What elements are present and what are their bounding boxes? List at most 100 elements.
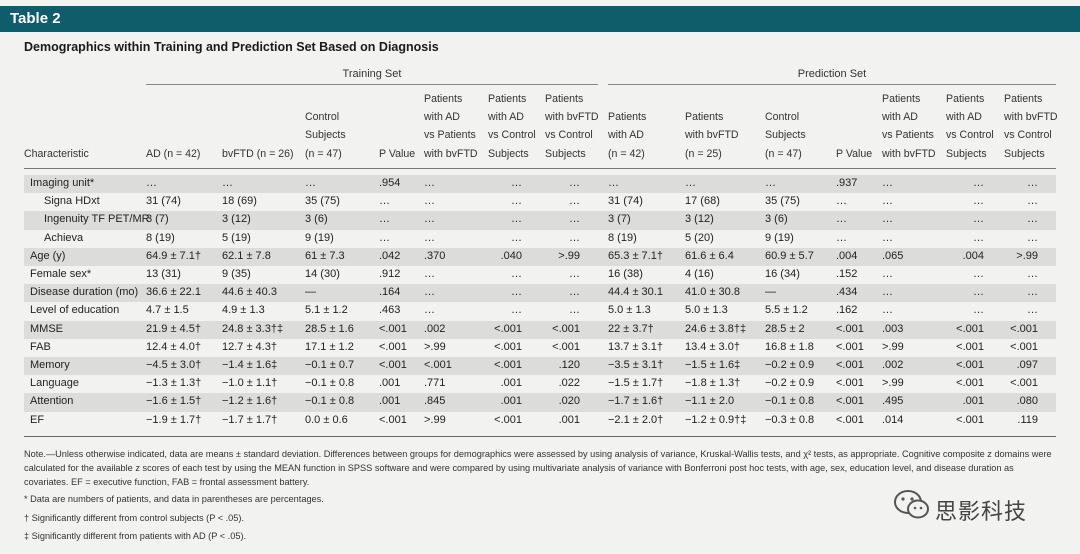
column-header-p-ad-vs-control: Patients with AD vs Control Subjects (946, 90, 994, 163)
table-cell: … (882, 268, 893, 280)
table-cell: <.001 (956, 322, 984, 335)
table-cell: 12.7 ± 4.3† (222, 340, 277, 353)
table-cell: −1.6 ± 1.5† (146, 395, 202, 408)
table-cell: … (424, 177, 435, 189)
table-row: Signa HDxt 31 (74) 18 (69) 35 (75) … … … … 31 (7… (24, 193, 1056, 211)
table-cell: 28.5 ± 1.6 (305, 322, 354, 335)
table-cell: <.001 (552, 340, 580, 353)
table-cell: … (973, 177, 984, 189)
table-cell: <.001 (379, 322, 407, 335)
table-cell: … (424, 268, 435, 280)
table-cell: −1.8 ± 1.3† (685, 377, 741, 390)
column-header-line: with AD (882, 111, 918, 124)
table-cell: 5.5 ± 1.2 (765, 304, 808, 317)
column-header-line: with AD (488, 111, 524, 124)
footnote-double-dagger: ‡ Significantly different from patients … (24, 531, 247, 541)
row-label: MMSE (30, 322, 63, 335)
table-cell: … (836, 195, 847, 208)
column-header-line: Patients (882, 92, 921, 105)
column-header-line: vs Patients (424, 129, 476, 142)
watermark: 思影科技 (893, 488, 1053, 528)
table-cell: .463 (379, 304, 401, 317)
table-cell: .771 (424, 377, 446, 390)
table-cell: 3 (6) (305, 213, 328, 226)
column-header-line: Subjects (1004, 147, 1045, 160)
table-row: EF −1.9 ± 1.7† −1.7 ± 1.7† 0.0 ± 0.6 <.001 >.… (24, 412, 1056, 430)
table-cell: <.001 (494, 413, 522, 426)
table-cell: … (569, 304, 580, 317)
row-label: Female sex* (30, 268, 92, 280)
table-cell: −1.7 ± 1.6† (608, 395, 664, 408)
table-cell: … (511, 268, 522, 280)
table-cell: 5 (20) (685, 231, 714, 244)
column-header-line: vs Control (1004, 129, 1052, 142)
table-cell: 13.4 ± 3.0† (685, 340, 740, 353)
table-cell: 35 (75) (765, 195, 800, 208)
table-cell: .040 (500, 249, 522, 262)
column-header-bvftd: bvFTD (n = 26) (222, 145, 294, 163)
table-cell: <.001 (1010, 340, 1038, 353)
table-cell: .937 (836, 177, 858, 189)
table-cell: … (1027, 286, 1038, 299)
row-label: Memory (30, 359, 70, 371)
table-cell: … (1027, 213, 1038, 226)
table-cell: … (973, 213, 984, 226)
column-header-line: vs Patients (882, 129, 934, 142)
table-row: Ingenuity TF PET/MR 3 (7) 3 (12) 3 (6)………… 3… (24, 211, 1056, 230)
footnote-asterisk: * Data are numbers of patients, and data… (24, 494, 324, 504)
table-cell: … (511, 213, 522, 226)
table-cell: <.001 (956, 359, 984, 371)
table-cell: −0.2 ± 0.9 (765, 359, 815, 371)
table-cell: −0.3 ± 0.8 (765, 413, 815, 426)
table-cell: … (1027, 231, 1038, 244)
table-cell: .022 (558, 377, 580, 390)
column-header-pvalue: P Value (379, 145, 415, 163)
table-cell: .065 (882, 249, 904, 262)
table-cell: — (765, 286, 776, 299)
table-caption: Demographics within Training and Predict… (24, 40, 439, 54)
table-cell: <.001 (956, 413, 984, 426)
row-label: Level of education (30, 304, 120, 317)
column-header-line: Subjects (545, 147, 586, 160)
table-cell: … (1027, 268, 1038, 280)
table-cell: … (882, 213, 893, 226)
table-row: Female sex* 13 (31) 9 (35) 14 (30) .912 … … … 16… (24, 266, 1056, 284)
table-cell: 9 (19) (765, 231, 794, 244)
table-cell: … (511, 177, 522, 189)
table-cell: 65.3 ± 7.1† (608, 249, 663, 262)
note-text: Note.—Unless otherwise indicated, data a… (24, 449, 1052, 488)
column-header-line: Patients (608, 111, 647, 124)
table-cell: … (511, 286, 522, 299)
group-rule-training (146, 84, 598, 85)
table-cell: … (1027, 304, 1038, 317)
group-rule-prediction (608, 84, 1056, 85)
column-header-line: Patients (946, 92, 985, 105)
table-cell: … (973, 286, 984, 299)
column-header-line: Patients (488, 92, 527, 105)
table-row: Memory −4.5 ± 3.0† −1.4 ± 1.6‡ −0.1 ± 0.7 <.… (24, 357, 1056, 376)
column-header-line: with bvFTD (685, 129, 739, 142)
table-row: Age (y) 64.9 ± 7.1† 62.1 ± 7.8 61 ± 7.3 .042… (24, 247, 1056, 266)
table-row: MMSE 21.9 ± 4.5† 24.8 ± 3.3†‡ 28.5 ± 1.6 <.0… (24, 320, 1056, 339)
column-header-line: AD (n = 42) (146, 147, 201, 160)
table-cell: … (424, 231, 435, 244)
table-cell: 5.0 ± 1.3 (685, 304, 728, 317)
table-cell: … (973, 195, 984, 208)
column-header-line: Subjects (765, 129, 806, 142)
table-cell: 13 (31) (146, 268, 181, 280)
table-cell: 61.6 ± 6.4 (685, 249, 734, 262)
table-cell: −1.7 ± 1.7† (222, 413, 278, 426)
table-cell: … (379, 195, 390, 208)
table-cell: 3 (12) (685, 213, 714, 226)
table-cell: 4.9 ± 1.3 (222, 304, 265, 317)
table-cell: 13.7 ± 3.1† (608, 340, 663, 353)
row-label: Language (30, 377, 79, 390)
table-cell: .954 (379, 177, 401, 189)
table-bottom-rule (24, 436, 1056, 437)
table-cell: … (511, 304, 522, 317)
table-cell: <.001 (836, 377, 864, 390)
group-header-prediction: Prediction Set (797, 68, 867, 80)
table-cell: .004 (836, 249, 858, 262)
table-cell: <.001 (494, 340, 522, 353)
table-cell: 61 ± 7.3 (305, 249, 345, 262)
